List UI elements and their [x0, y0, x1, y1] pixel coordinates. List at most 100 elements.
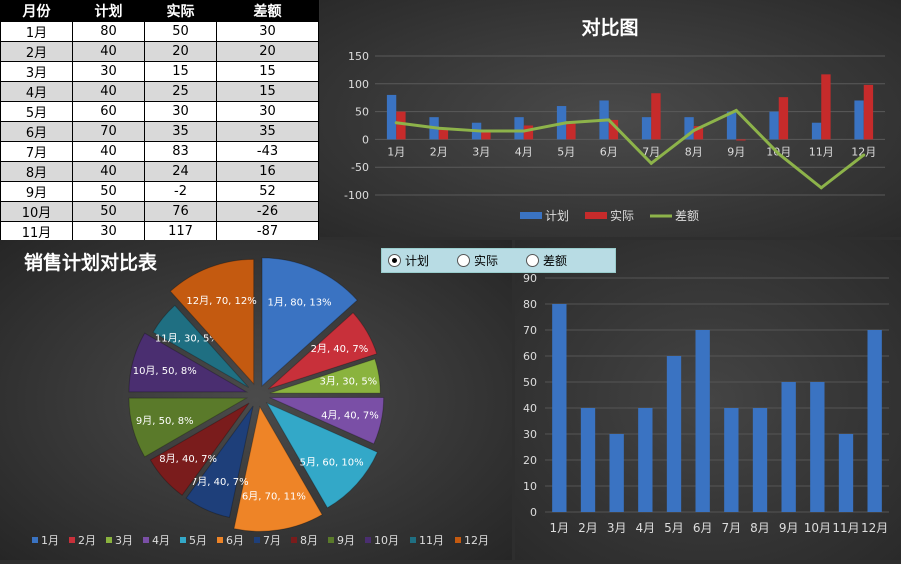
legend-label: 1月	[41, 534, 59, 547]
pie-chart: 销售计划对比表 1月, 80, 13% 2月, 40, 7% 3月, 30, 5% 4月…	[0, 240, 512, 560]
legend-swatch	[585, 212, 607, 219]
cell-diff: 30	[216, 101, 319, 122]
cell-diff: 20	[216, 41, 319, 62]
cell-diff: 35	[216, 121, 319, 142]
radio-dot[interactable]	[388, 254, 401, 267]
data-table-panel: 月份 计划 实际 差额 1月 80 50 30 2月 40 20 20 3月 30 15 15 4月 40…	[0, 0, 319, 262]
cell-actual: 83	[144, 141, 217, 162]
bar-actual	[608, 119, 619, 140]
pie-slice	[169, 258, 255, 386]
radio-dot[interactable]	[457, 254, 471, 267]
cell-plan: 40	[72, 141, 145, 162]
y-tick-label: 90	[523, 272, 537, 285]
cell-diff: 15	[216, 81, 319, 102]
x-tick-label: 11月	[809, 145, 834, 158]
x-tick-label: 6月	[693, 521, 713, 535]
table-header-actual: 实际	[144, 0, 217, 22]
x-tick-label: 1月	[550, 521, 570, 535]
bar-actual	[821, 74, 831, 140]
cell-plan: 50	[72, 201, 145, 222]
legend-swatch	[254, 537, 260, 543]
legend-label: 11月	[419, 534, 444, 547]
bar-plan	[867, 330, 882, 512]
legend-swatch	[69, 537, 75, 543]
pie-data-label: 12月, 70, 12%	[186, 295, 256, 307]
cell-plan: 50	[72, 181, 145, 202]
x-tick-label: 7月	[642, 145, 660, 158]
y-tick-label: 10	[523, 480, 537, 493]
cell-diff: 52	[216, 181, 319, 202]
table-row: 8月 40 24 16	[0, 161, 319, 182]
table-header-diff: 差额	[216, 0, 319, 22]
legend-label: 6月	[226, 534, 244, 547]
table-row: 3月 30 15 15	[0, 61, 319, 82]
bar-plan	[695, 330, 710, 512]
x-tick-label: 7月	[722, 521, 742, 535]
table-row: 5月 60 30 30	[0, 101, 319, 122]
pie-data-label: 11月, 30, 5%	[155, 332, 219, 344]
pie-data-label: 4月, 40, 7%	[321, 410, 379, 422]
x-tick-label: 4月	[515, 145, 533, 158]
radio-label: 计划	[405, 254, 430, 268]
bar-plan	[580, 408, 596, 512]
point-diff	[734, 108, 738, 112]
point-diff	[862, 153, 866, 157]
x-tick-label: 6月	[600, 145, 618, 158]
x-tick-label: 8月	[750, 521, 770, 535]
bar-plan	[726, 111, 737, 140]
pie-slice	[233, 405, 323, 532]
pie-chart-svg: 销售计划对比表 1月, 80, 13% 2月, 40, 7% 3月, 30, 5% 4月…	[24, 251, 489, 547]
cell-diff: -26	[216, 201, 319, 222]
legend-swatch	[291, 537, 297, 543]
legend-label: 12月	[464, 534, 489, 547]
point-diff	[777, 152, 781, 156]
y-tick-label: 150	[348, 50, 369, 63]
y-tick-label: 30	[523, 428, 537, 441]
x-tick-label: 2月	[430, 145, 448, 158]
bar-actual	[651, 93, 661, 140]
cell-month: 10月	[0, 201, 73, 222]
cell-month: 8月	[0, 161, 73, 182]
radio-actual[interactable]: 实际	[457, 252, 498, 269]
pie-slice	[149, 402, 250, 496]
bar-actual	[566, 122, 576, 140]
bar-plan	[641, 117, 652, 140]
x-tick-label: 10月	[804, 521, 831, 535]
legend-label: 实际	[610, 208, 634, 223]
y-tick-label: 50	[355, 106, 369, 119]
plan-bar-chart-svg: 0 10 20 30 40 50 60 70 80 90 1月 2月 3月 4月 5月 6月 7月 8月 9月 10月…	[523, 272, 889, 535]
table-row: 9月 50 -2 52	[0, 181, 319, 202]
legend-swatch	[143, 537, 149, 543]
y-tick-label: 60	[523, 350, 537, 363]
cell-month: 5月	[0, 101, 73, 122]
radio-dot[interactable]	[526, 254, 540, 267]
cell-actual: 24	[144, 161, 217, 182]
legend-swatch	[520, 212, 542, 219]
bar-plan	[811, 122, 822, 140]
x-tick-label: 3月	[472, 145, 490, 158]
table-row: 2月 40 20 20	[0, 41, 319, 62]
y-tick-label: 40	[523, 402, 537, 415]
radio-diff[interactable]: 差额	[526, 252, 567, 269]
cell-diff: 16	[216, 161, 319, 182]
bar-plan	[386, 94, 397, 140]
cell-month: 1月	[0, 21, 73, 42]
x-tick-label: 1月	[387, 145, 405, 158]
bar-actual	[863, 84, 874, 140]
bar-plan	[810, 382, 825, 512]
bar-plan	[514, 117, 524, 140]
cell-plan: 40	[72, 161, 145, 182]
cell-actual: 35	[144, 121, 217, 142]
x-tick-label: 12月	[851, 145, 876, 158]
bar-plan	[684, 117, 694, 140]
bar-plan	[838, 434, 854, 512]
point-diff	[692, 129, 696, 133]
radio-plan[interactable]: 计划	[388, 252, 429, 269]
table-row: 6月 70 35 35	[0, 121, 319, 142]
bar-actual	[693, 126, 704, 140]
bar-plan	[552, 304, 567, 512]
plan-bar-chart: 0 10 20 30 40 50 60 70 80 90 1月 2月 3月 4月 5月 6月 7月 8月 9月 10月…	[515, 240, 901, 560]
x-tick-label: 11月	[832, 521, 859, 535]
legend-swatch	[410, 537, 416, 543]
legend-label: 8月	[300, 534, 318, 547]
